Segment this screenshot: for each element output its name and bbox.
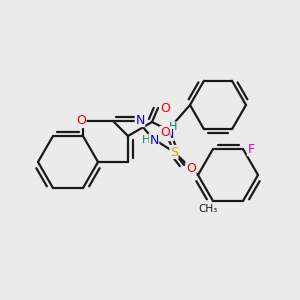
- Text: N: N: [149, 134, 159, 146]
- Text: CH₃: CH₃: [198, 204, 218, 214]
- Text: O: O: [160, 127, 170, 140]
- Text: O: O: [160, 101, 170, 115]
- Text: H: H: [169, 122, 177, 132]
- Text: S: S: [170, 146, 178, 158]
- Text: H: H: [142, 135, 150, 145]
- Text: O: O: [76, 115, 86, 128]
- Text: N: N: [135, 113, 145, 127]
- Text: F: F: [248, 142, 255, 155]
- Text: O: O: [186, 161, 196, 175]
- Text: N: N: [164, 128, 174, 140]
